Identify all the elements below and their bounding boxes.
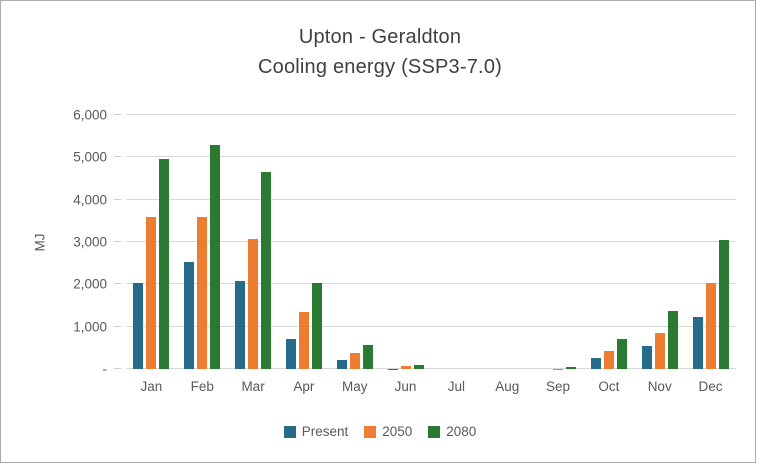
legend-label-2050: 2050 bbox=[382, 424, 413, 439]
plot-area bbox=[126, 114, 736, 369]
bar-groups bbox=[126, 115, 736, 369]
x-axis-label-dec: Dec bbox=[698, 379, 723, 394]
bar-2080-feb bbox=[210, 145, 221, 369]
x-axis-label-feb: Feb bbox=[190, 379, 214, 394]
legend-label-present: Present bbox=[301, 424, 349, 439]
legend-swatch-2050 bbox=[364, 425, 377, 438]
bar-2050-nov bbox=[654, 333, 665, 369]
gridline-5000 bbox=[126, 156, 736, 158]
bar-present-dec bbox=[692, 316, 703, 369]
legend-entry-2080: 2080 bbox=[428, 424, 476, 439]
bar-group-sep bbox=[533, 115, 584, 369]
bar-group-jun bbox=[380, 115, 431, 369]
x-axis-labels: Jan Feb Mar Apr May Jun Jul Aug Sep Oct Nov Dec bbox=[126, 379, 736, 394]
bar-group-aug bbox=[482, 115, 533, 369]
bar-2050-feb bbox=[197, 217, 208, 369]
bar-group-dec bbox=[685, 115, 736, 369]
y-tick-label-4000: 4,000 bbox=[73, 192, 107, 208]
bar-2080-sep bbox=[566, 367, 577, 369]
x-axis-label-nov: Nov bbox=[647, 379, 672, 394]
legend-entry-2050: 2050 bbox=[364, 424, 412, 439]
bar-present-nov bbox=[641, 345, 652, 369]
x-axis-label-jul: Jul bbox=[447, 379, 466, 394]
bar-2080-mar bbox=[261, 172, 272, 369]
y-tick-label-6000: 6,000 bbox=[73, 107, 107, 123]
bar-group-mar bbox=[228, 115, 279, 369]
bar-2050-jun bbox=[400, 366, 411, 369]
bar-2050-mar bbox=[248, 239, 259, 369]
x-axis-label-jan: Jan bbox=[140, 379, 163, 394]
bar-2050-apr bbox=[298, 311, 309, 369]
y-tick-label-2000: 2,000 bbox=[73, 276, 107, 292]
y-tick-mark-0 bbox=[114, 368, 121, 369]
bar-2050-jan bbox=[146, 217, 157, 369]
y-tick-mark-3000 bbox=[114, 241, 121, 242]
x-axis-label-mar: Mar bbox=[241, 379, 265, 394]
y-tick-label-0: - bbox=[102, 361, 108, 377]
bar-2080-dec bbox=[718, 239, 729, 369]
x-axis-label-sep: Sep bbox=[546, 379, 571, 394]
gridline-2000 bbox=[126, 283, 736, 285]
y-axis-tick-marks bbox=[114, 114, 121, 369]
bar-2080-jan bbox=[159, 159, 170, 369]
y-tick-label-5000: 5,000 bbox=[73, 149, 107, 165]
y-tick-mark-6000 bbox=[114, 114, 121, 115]
bar-present-may bbox=[336, 359, 347, 369]
y-tick-label-3000: 3,000 bbox=[73, 234, 107, 250]
x-axis-label-may: May bbox=[341, 379, 368, 394]
gridline-3000 bbox=[126, 241, 736, 242]
y-tick-mark-2000 bbox=[114, 283, 121, 285]
bar-2080-jun bbox=[413, 365, 424, 369]
bar-2080-apr bbox=[311, 282, 322, 369]
bar-present-mar bbox=[235, 280, 246, 369]
bar-2050-may bbox=[349, 353, 360, 369]
y-tick-mark-5000 bbox=[114, 156, 121, 158]
legend-entry-present: Present bbox=[283, 424, 349, 439]
bar-2080-oct bbox=[616, 339, 627, 369]
y-tick-mark-1000 bbox=[114, 325, 121, 327]
legend-swatch-present bbox=[283, 425, 296, 438]
y-tick-mark-4000 bbox=[114, 198, 121, 200]
bar-present-jan bbox=[133, 282, 144, 369]
bar-group-may bbox=[329, 115, 380, 369]
bar-present-feb bbox=[184, 261, 195, 369]
bar-2080-nov bbox=[667, 311, 678, 369]
y-tick-label-1000: 1,000 bbox=[73, 319, 107, 335]
bar-group-apr bbox=[278, 115, 329, 369]
legend: Present 2050 2080 bbox=[1, 424, 758, 439]
bar-2080-may bbox=[362, 344, 373, 369]
y-axis-title-text: MJ bbox=[32, 233, 48, 251]
bar-group-jul bbox=[431, 115, 482, 369]
gridline-4000 bbox=[126, 198, 736, 200]
legend-label-2080: 2080 bbox=[446, 424, 477, 439]
bar-group-feb bbox=[177, 115, 228, 369]
y-axis-title: MJ bbox=[31, 115, 49, 369]
bar-2050-dec bbox=[705, 282, 716, 369]
bar-group-nov bbox=[634, 115, 685, 369]
x-axis-label-aug: Aug bbox=[495, 379, 520, 394]
bar-present-apr bbox=[285, 339, 296, 369]
y-axis-tick-labels: - 1,000 2,000 3,000 4,000 5,000 6,000 bbox=[51, 108, 107, 377]
x-axis-label-oct: Oct bbox=[598, 379, 620, 394]
x-axis-label-jun: Jun bbox=[394, 379, 417, 394]
bar-group-oct bbox=[583, 115, 634, 369]
chart-title: Upton - Geraldton bbox=[298, 26, 462, 48]
bar-group-jan bbox=[126, 115, 177, 369]
legend-swatch-2080 bbox=[428, 425, 441, 438]
gridline-0 bbox=[126, 368, 736, 369]
chart-subtitle: Cooling energy (SSP3-7.0) bbox=[257, 56, 502, 78]
bar-2050-oct bbox=[603, 351, 614, 369]
gridline-1000 bbox=[126, 325, 736, 327]
x-axis-label-apr: Apr bbox=[293, 379, 315, 394]
chart-title-block: Upton - Geraldton Cooling energy (SSP3-7… bbox=[1, 22, 758, 82]
gridline-6000 bbox=[126, 114, 736, 115]
bar-present-oct bbox=[590, 358, 601, 369]
